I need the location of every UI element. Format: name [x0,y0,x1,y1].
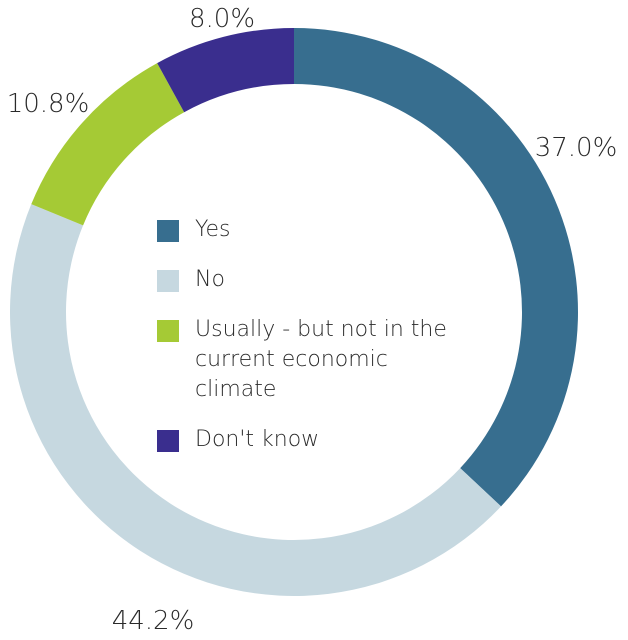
legend-swatch-yes [157,220,179,242]
value-label-no: 44.2% [112,606,195,636]
legend-item-usually: Usually - but not in the current economi… [157,317,477,405]
legend-label-no: No [195,267,225,292]
donut-slice-dont-know [157,28,294,113]
value-label-dont-know: 8.0% [189,4,255,34]
chart-legend: Yes No Usually - but not in the current … [157,217,477,478]
legend-item-no: No [157,267,477,295]
donut-slice-no [9,204,502,597]
legend-label-dont-know: Don't know [195,427,320,452]
donut-slice-yes [294,28,578,507]
legend-label-usually: Usually - but not in the current economi… [195,317,447,402]
legend-label-yes: Yes [195,217,231,242]
legend-item-dont-know: Don't know [157,427,477,455]
donut-slice-usually [31,63,185,226]
legend-swatch-no [157,270,179,292]
legend-swatch-dont-know [157,430,179,452]
value-label-yes: 37.0% [535,133,618,163]
legend-swatch-usually [157,320,179,342]
value-label-usually: 10.8% [7,89,90,119]
legend-item-yes: Yes [157,217,477,245]
